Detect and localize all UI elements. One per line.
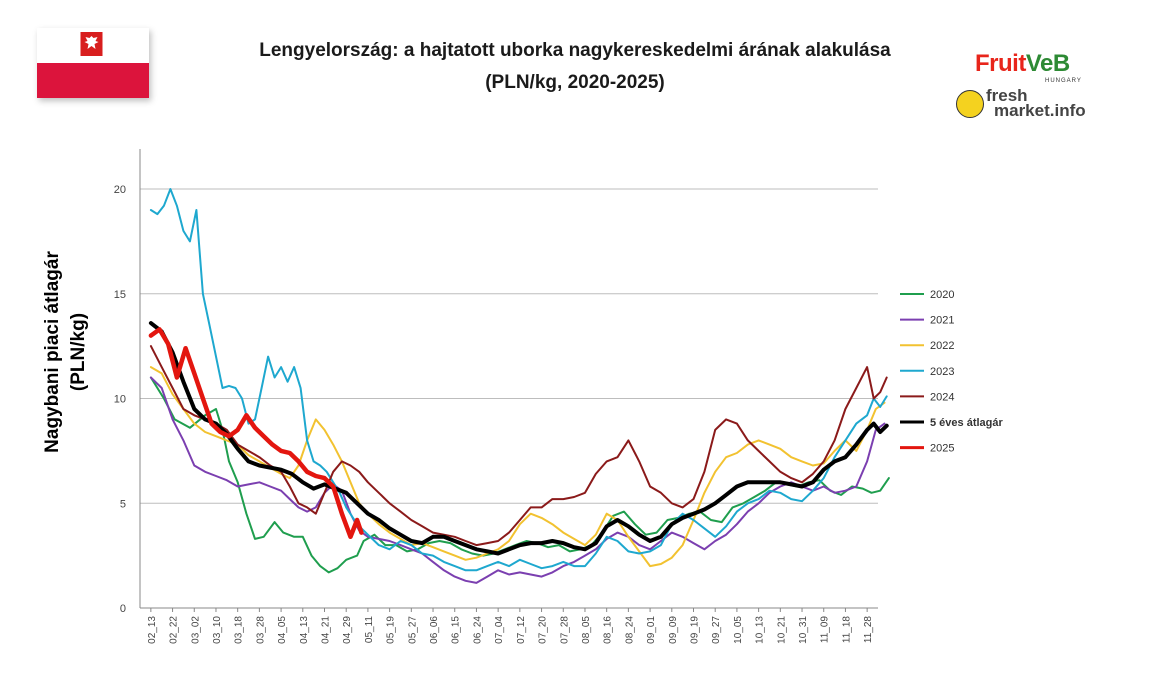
x-tick-label: 10_13 — [755, 616, 766, 644]
y-tick-label: 10 — [114, 394, 126, 406]
y-tick-label: 20 — [114, 184, 126, 196]
x-tick-label: 11_18 — [841, 616, 852, 644]
x-tick-label: 10_05 — [733, 616, 744, 644]
poland-flag — [37, 28, 149, 98]
x-tick-label: 07_04 — [494, 616, 505, 644]
series-lines — [148, 188, 890, 584]
x-tick-label: 07_12 — [516, 616, 527, 644]
y-tick-label: 0 — [120, 603, 126, 615]
chart-title-line2: (PLN/kg, 2020-2025) — [485, 72, 665, 93]
x-tick-label: 02_13 — [147, 616, 158, 644]
x-tick-label: 11_09 — [820, 616, 831, 644]
x-tick-label: 11_28 — [863, 616, 874, 644]
x-tick-label: 05_19 — [386, 616, 397, 644]
x-tick-label: 06_06 — [429, 616, 440, 644]
series-line-5-éves-átlagár — [148, 321, 889, 556]
legend-entry: 2021 — [930, 315, 954, 327]
series-line-2025 — [148, 327, 364, 540]
x-tick-label: 08_16 — [603, 616, 614, 644]
x-tick-label: 04_05 — [277, 616, 288, 644]
x-tick-label: 02_22 — [169, 616, 180, 644]
eagle-emblem-icon — [80, 32, 103, 56]
legend-entry: 2022 — [930, 340, 954, 352]
y-tick-label: 15 — [114, 289, 126, 301]
x-tick-label: 06_24 — [472, 616, 483, 644]
x-tick-labels: 02_13 02_22 03_02 03_10 03_18 03_28 04_05 04_13… — [147, 608, 874, 644]
x-tick-label: 04_29 — [342, 616, 353, 644]
x-tick-label: 09_01 — [646, 616, 657, 644]
legend-entry: 2025 — [930, 443, 954, 455]
x-tick-label: 09_19 — [690, 616, 701, 644]
legend-entry: 2024 — [930, 391, 954, 403]
freshmarket-icon — [956, 90, 984, 118]
x-tick-label: 03_10 — [212, 616, 223, 644]
x-tick-label: 07_20 — [538, 616, 549, 644]
y-tick-labels: 0 5 10 15 20 — [114, 184, 126, 615]
x-tick-label: 03_18 — [234, 616, 245, 644]
x-tick-label: 08_24 — [624, 616, 635, 644]
fruitveb-logo: FruitVeB HUNGARY — [975, 50, 1082, 84]
chart-title-line1: Lengyelország: a hajtatott uborka nagyke… — [259, 40, 891, 61]
x-tick-label: 08_05 — [581, 616, 592, 644]
legend: 2020 2021 2022 2023 2024 5 éves átlagár 2025 — [900, 289, 1003, 455]
x-tick-label: 05_27 — [407, 616, 418, 644]
x-tick-label: 10_31 — [798, 616, 809, 644]
x-tick-label: 09_09 — [668, 616, 679, 644]
x-tick-label: 07_28 — [559, 616, 570, 644]
series-line-2024 — [149, 345, 888, 547]
x-tick-label: 04_13 — [299, 616, 310, 644]
x-tick-label: 05_11 — [364, 616, 375, 644]
x-tick-label: 09_27 — [711, 616, 722, 644]
x-tick-label: 03_02 — [190, 616, 201, 644]
x-tick-label: 10_21 — [776, 616, 787, 644]
x-tick-label: 04_21 — [321, 616, 332, 644]
x-tick-label: 06_15 — [451, 616, 462, 644]
freshmarket-logo: fresh market.info — [956, 86, 1106, 120]
series-line-2022 — [149, 366, 886, 568]
legend-entry: 5 éves átlagár — [930, 417, 1003, 429]
legend-entry: 2023 — [930, 366, 954, 378]
y-tick-label: 5 — [120, 498, 126, 510]
legend-entry: 2020 — [930, 289, 954, 301]
series-line-2023 — [149, 188, 888, 572]
gridlines — [140, 188, 878, 504]
x-tick-label: 03_28 — [255, 616, 266, 644]
series-line-2021 — [149, 376, 886, 584]
